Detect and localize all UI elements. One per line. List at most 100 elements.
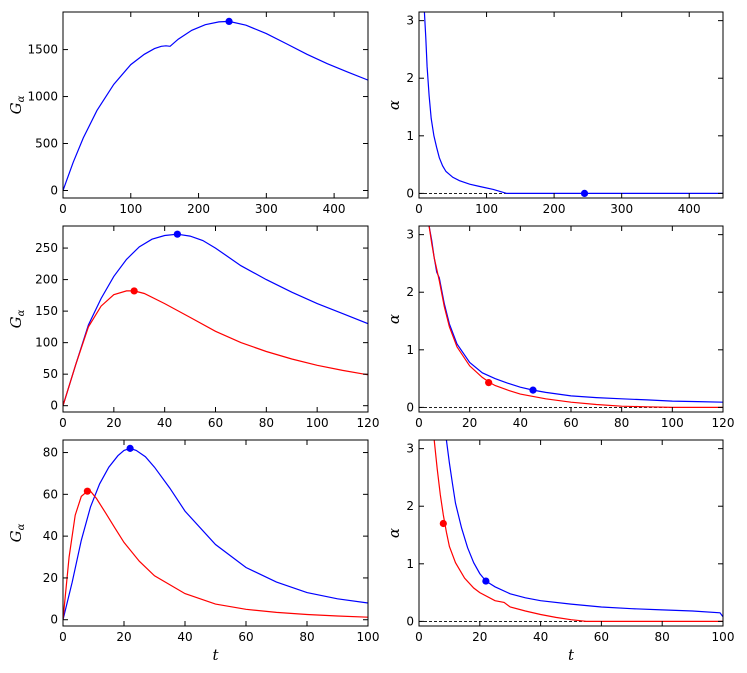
- y-tick-label: 150: [35, 304, 58, 318]
- x-tick-label: 80: [259, 416, 274, 430]
- y-tick-label: 2: [406, 285, 414, 299]
- x-tick-label: 0: [59, 202, 67, 216]
- peak-marker-1: [439, 519, 447, 528]
- series-line-1: [433, 440, 723, 622]
- x-tick-label: 300: [255, 202, 278, 216]
- y-tick-label: 0: [406, 614, 414, 628]
- x-tick-label: 0: [59, 416, 67, 430]
- axes-frame: [418, 11, 724, 199]
- x-tick-label: 80: [614, 416, 629, 430]
- y-tick-label: 0: [406, 400, 414, 414]
- x-tick-label: 0: [415, 202, 423, 216]
- y-axis-label-subscript: α: [16, 523, 27, 530]
- y-axis-label-main: α: [385, 314, 403, 324]
- x-tick-label: 80: [655, 630, 670, 644]
- axes-frame: [62, 439, 369, 627]
- x-tick-label: 0: [415, 416, 423, 430]
- y-axis-label-subscript: α: [16, 309, 27, 316]
- x-tick-label: 40: [533, 630, 548, 644]
- peak-marker-1: [83, 487, 91, 495]
- peak-marker-1: [485, 379, 493, 387]
- y-axis-label-main: α: [385, 100, 403, 110]
- axes-frame: [418, 225, 724, 413]
- x-tick-label: 40: [157, 416, 172, 430]
- axes-frame: [418, 439, 724, 627]
- x-tick-label: 20: [462, 416, 477, 430]
- y-tick-label: 1: [406, 129, 414, 143]
- x-tick-label: 80: [299, 630, 314, 644]
- x-tick-label: 60: [563, 416, 578, 430]
- y-tick-label: 3: [406, 14, 414, 28]
- y-axis-label: Gα: [7, 523, 27, 542]
- x-tick-label: 300: [610, 202, 633, 216]
- y-tick-label: 250: [35, 241, 58, 255]
- y-axis-label: α: [385, 100, 403, 110]
- x-tick-label: 100: [712, 630, 735, 644]
- series-line-0: [63, 233, 368, 406]
- x-tick-label: 0: [59, 630, 67, 644]
- peak-marker-0: [173, 230, 181, 238]
- panel-G-bottom: 0 20 40 60 80 100 0 20 40 60 80 Gα t: [7, 439, 379, 664]
- x-tick-label: 40: [177, 630, 192, 644]
- y-tick-label: 100: [35, 336, 58, 350]
- x-tick-label: 200: [187, 202, 210, 216]
- x-tick-label: 100: [306, 416, 329, 430]
- axes-frame: [62, 11, 369, 199]
- x-tick-label: 60: [208, 416, 223, 430]
- panel-G-top: 0 100 200 300 400 0 500 1000 1500 Gα: [7, 11, 369, 216]
- series-line-1: [63, 290, 368, 406]
- x-tick-label: 60: [238, 630, 253, 644]
- y-tick-label: 200: [35, 273, 58, 287]
- peak-marker-0: [126, 444, 134, 452]
- x-tick-label: 100: [661, 416, 684, 430]
- y-tick-label: 80: [43, 446, 58, 460]
- series-line-0: [445, 440, 723, 618]
- y-tick-label: 1500: [27, 43, 58, 57]
- y-tick-label: 3: [406, 442, 414, 456]
- x-tick-label: 20: [472, 630, 487, 644]
- y-axis-label-main: α: [385, 528, 403, 538]
- x-axis-label: t: [568, 646, 575, 664]
- x-tick-label: 20: [116, 630, 131, 644]
- peak-marker-0: [225, 17, 233, 25]
- peak-marker-0: [529, 386, 537, 394]
- peak-marker-0: [580, 189, 589, 197]
- y-tick-label: 3: [406, 228, 414, 242]
- x-tick-label: 20: [106, 416, 121, 430]
- x-tick-label: 400: [678, 202, 701, 216]
- peak-marker-0: [482, 577, 490, 585]
- y-tick-label: 20: [43, 571, 58, 585]
- y-tick-label: 1000: [27, 90, 58, 104]
- y-tick-label: 2: [406, 71, 414, 85]
- y-axis-label: α: [385, 314, 403, 324]
- series-line-0: [63, 447, 368, 620]
- panel-alpha-middle: 0 20 40 60 80 100 120 0 1 2 3 α: [385, 225, 735, 430]
- y-tick-label: 60: [43, 487, 58, 501]
- series-line-0: [63, 20, 368, 191]
- y-axis-label-subscript: α: [16, 95, 27, 102]
- x-tick-label: 40: [513, 416, 528, 430]
- y-axis-label: α: [385, 528, 403, 538]
- y-axis-label-main: G: [7, 530, 25, 542]
- y-tick-label: 1: [406, 557, 414, 571]
- x-tick-label: 120: [712, 416, 735, 430]
- series-line-0: [428, 226, 723, 403]
- x-axis-label: t: [212, 646, 219, 664]
- y-tick-label: 1: [406, 343, 414, 357]
- y-tick-label: 50: [43, 367, 58, 381]
- x-tick-label: 60: [594, 630, 609, 644]
- y-axis-label: Gα: [7, 95, 27, 114]
- y-axis-label-main: G: [7, 316, 25, 328]
- panel-alpha-top: 0 100 200 300 400 0 1 2 3 α: [385, 11, 724, 216]
- x-tick-label: 400: [323, 202, 346, 216]
- y-tick-label: 500: [35, 137, 58, 151]
- series-line-0: [423, 12, 723, 194]
- y-tick-label: 0: [50, 399, 58, 413]
- x-tick-label: 100: [119, 202, 142, 216]
- axes-frame: [62, 225, 369, 413]
- series-line-1: [428, 226, 723, 408]
- panel-alpha-bottom: 0 20 40 60 80 100 0 1 2 3 α t: [385, 439, 735, 664]
- y-tick-label: 0: [50, 183, 58, 197]
- y-axis-label-main: G: [7, 102, 25, 114]
